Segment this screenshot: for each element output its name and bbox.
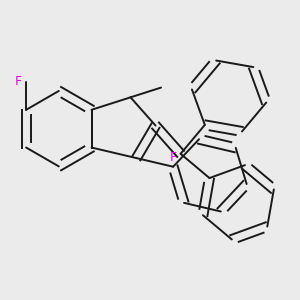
Text: F: F [15, 75, 22, 88]
Text: F: F [169, 151, 177, 164]
